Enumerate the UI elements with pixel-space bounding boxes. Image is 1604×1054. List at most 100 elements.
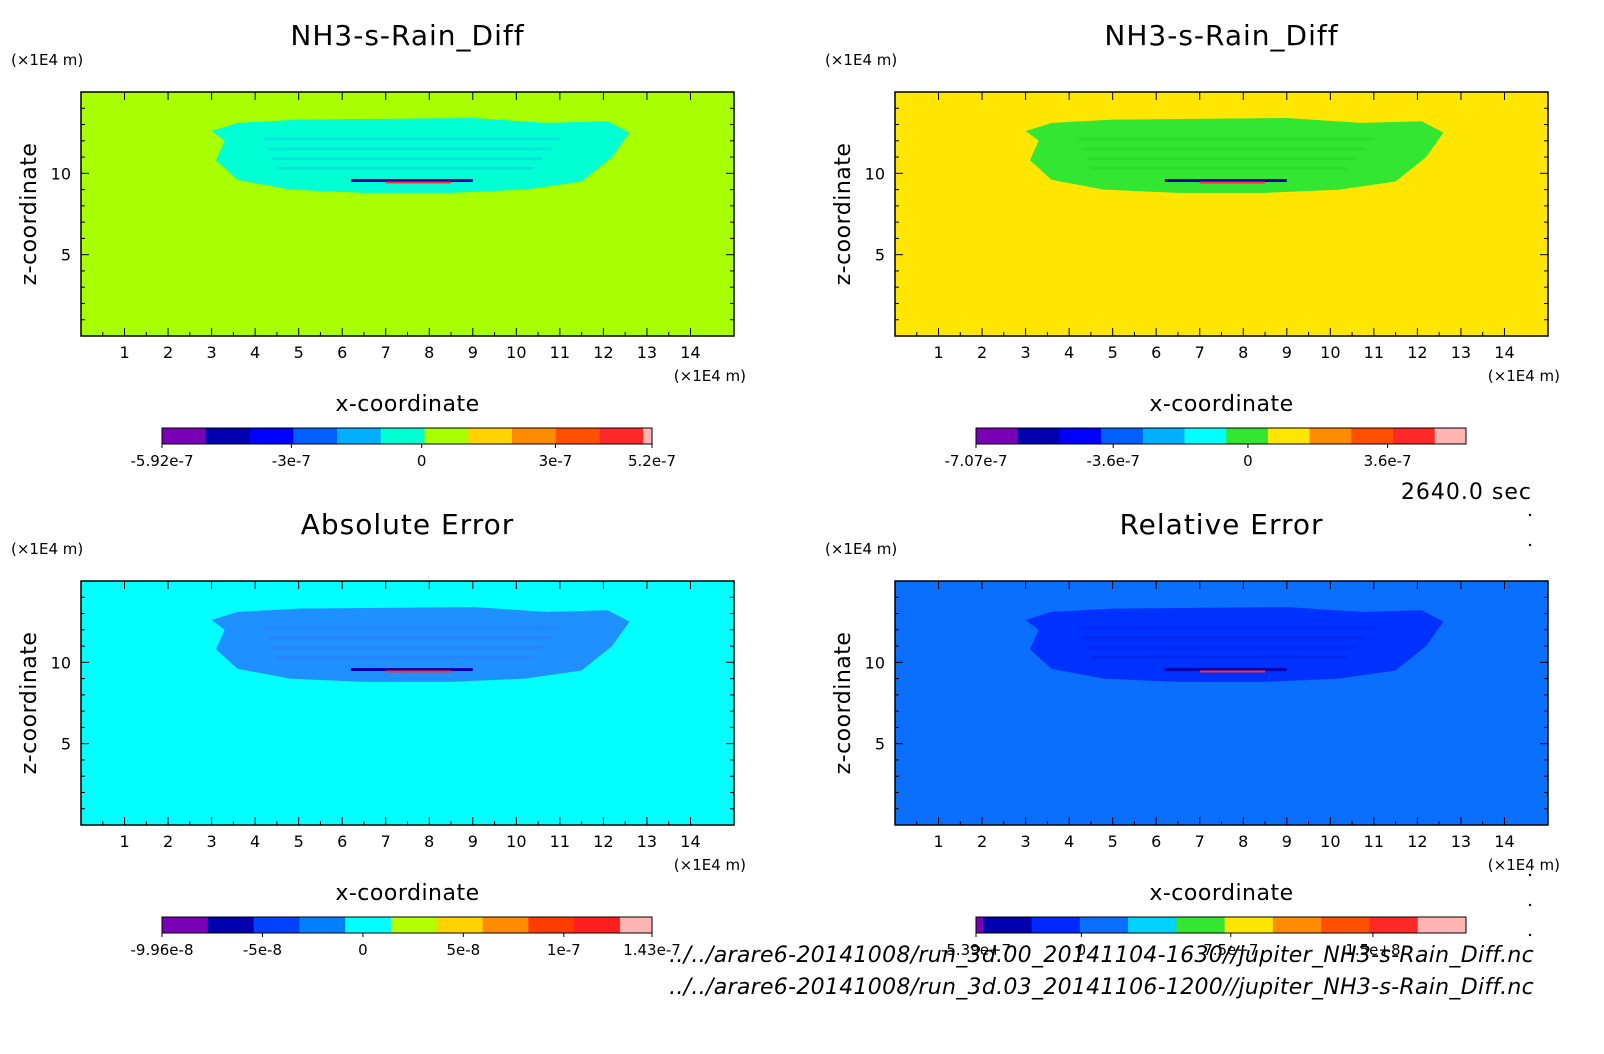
colorbar-segment [555,428,600,444]
colorbar-segment [1031,917,1081,933]
cloud-stripe [268,147,552,151]
core-band-hot [385,670,452,673]
y-unit-label: (×1E4 m) [825,51,897,69]
y-axis-label: z-coordinate [831,143,856,286]
colorbar-segment [390,917,438,933]
cloud-stripe [276,655,534,659]
colorbar-label: 1e-7 [547,941,581,959]
colorbar-segment [528,917,575,933]
x-tick-label: 14 [1494,832,1514,851]
colorbar: -7.07e-7 -3.6e-7 0 3.6e-7 [945,427,1467,470]
x-tick-label: 1 [119,832,129,851]
chart-title: NH3-s-Rain_Diff [290,19,524,52]
x-unit-label: (×1E4 m) [1488,856,1560,874]
colorbar-segment [983,917,1033,933]
x-tick-label: 11 [1364,343,1384,362]
colorbar-frame [975,916,1467,934]
timestamp-label: 2640.0 sec [1400,480,1532,505]
colorbar-segment [162,917,209,933]
x-tick-label: 13 [1451,832,1471,851]
margin-dot [1528,543,1532,547]
x-tick-label: 10 [1320,343,1340,362]
x-unit-label: (×1E4 m) [674,856,746,874]
cloud-stripe [263,626,560,630]
margin-dot [1528,513,1532,517]
x-tick-label: 6 [337,832,347,851]
colorbar-label: 5.2e-7 [628,452,676,470]
colorbar-segment [976,917,984,933]
colorbar-label: -5e-8 [243,941,282,959]
core-band [350,668,473,672]
x-tick-label: 3 [207,343,217,362]
cloud-stripe [1082,147,1366,151]
x-tick-label: 5 [294,832,304,851]
x-tick-label: 12 [593,343,613,362]
y-tick-label: 5 [875,735,885,754]
colorbar-segment [1434,428,1467,444]
x-tick-label: 11 [550,832,570,851]
colorbar-label: 3.6e-7 [1364,452,1412,470]
x-tick-label: 5 [1108,343,1118,362]
x-tick-label: 3 [1021,832,1031,851]
colorbar-segment [1393,428,1436,444]
x-tick-label: 11 [550,343,570,362]
colorbar-segment [293,428,338,444]
cloud-region [211,118,630,193]
colorbar-label: 1.5e+8 [1345,941,1400,959]
x-tick-label: 4 [1064,832,1074,851]
colorbar-segment [162,428,207,444]
y-tick-label: 10 [51,653,71,672]
colorbar-segment [643,428,653,444]
y-tick-label: 5 [61,246,71,265]
colorbar-frame [161,427,653,445]
x-tick-label: 6 [337,343,347,362]
x-tick-label: 9 [1282,343,1292,362]
x-tick-label: 6 [1151,832,1161,851]
colorbar-segment [1309,428,1352,444]
x-tick-label: 2 [977,343,987,362]
colorbar-segment [482,917,529,933]
colorbar-segment [1176,917,1226,933]
cloud-stripe [1077,626,1374,630]
colorbar-segment [1369,917,1419,933]
margin-dot [1528,933,1532,937]
core-band [1164,179,1287,183]
colorbar-segment [299,917,346,933]
x-tick-label: 12 [1407,343,1427,362]
chart-panel-3: Absolute Error(×1E4 m)1 2 3 4 5 6 7 8 9 10 11 12 13 1… [11,508,746,959]
y-axis-label: z-coordinate [17,632,42,775]
colorbar-segment [253,917,300,933]
colorbar-segment [249,428,294,444]
x-tick-label: 2 [977,832,987,851]
x-axis-label: x-coordinate [1149,392,1293,417]
colorbar-segment [1079,917,1129,933]
chart-title: NH3-s-Rain_Diff [1104,19,1338,52]
colorbar-label: 0 [1077,941,1087,959]
chart-title: Absolute Error [301,508,515,541]
colorbar-segment [1272,917,1322,933]
y-axis-label: z-coordinate [17,143,42,286]
cloud-stripe [1090,655,1348,659]
colorbar-label: 1.43e-7 [623,941,681,959]
colorbar-segment [1184,428,1227,444]
colorbar-segment [1321,917,1370,933]
colorbar-segment [619,917,653,933]
x-tick-label: 13 [1451,343,1471,362]
y-tick-label: 10 [865,653,885,672]
core-band-hot [1199,181,1266,184]
x-tick-label: 8 [424,832,434,851]
x-tick-label: 14 [680,343,700,362]
x-tick-label: 4 [250,343,260,362]
y-tick-label: 10 [865,164,885,183]
cloud-stripe [276,166,534,170]
colorbar-segment [205,428,250,444]
y-tick-label: 10 [51,164,71,183]
x-tick-label: 7 [1195,343,1205,362]
cloud-region [1025,607,1444,682]
x-tick-label: 11 [1364,832,1384,851]
colorbar-segment [380,428,425,444]
chart-panel-1: NH3-s-Rain_Diff(×1E4 m)1 2 3 4 5 6 7 8 9 10 11 12 13… [11,19,746,470]
colorbar: -5.92e-7 -3e-7 0 3e-7 5.2e-7 [131,427,676,470]
core-band-hot [385,181,452,184]
